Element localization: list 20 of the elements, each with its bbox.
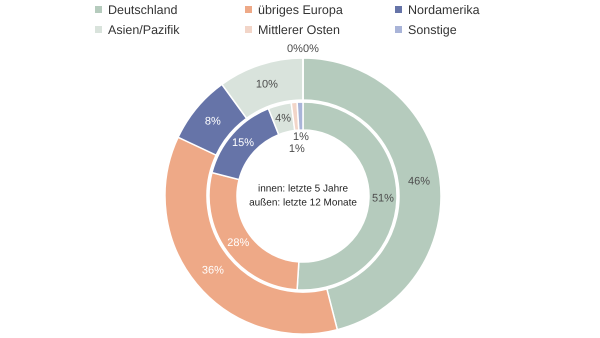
data-label: 10% (256, 78, 278, 91)
legend-label: Asien/Pazifik (108, 23, 180, 37)
legend-label: Mittlerer Osten (258, 23, 340, 37)
legend-label: Deutschland (108, 3, 178, 17)
legend-label: Nordamerika (408, 3, 480, 17)
data-label: 1% (292, 131, 310, 144)
text: 0% (303, 43, 319, 55)
data-label: 1% (288, 143, 305, 156)
data-label: 28% (227, 237, 250, 250)
text: außen: letzte 12 Monate (249, 198, 358, 208)
text: 0% (287, 43, 303, 55)
data-label: 51% (372, 192, 394, 205)
legend-label: Sonstige (408, 23, 457, 37)
data-label: 4% (275, 112, 292, 125)
legend-label: übriges Europa (258, 3, 343, 17)
data-label: 8% (204, 115, 222, 128)
data-label: 36% (202, 264, 224, 277)
data-label: 15% (232, 137, 254, 150)
data-label: 46% (408, 175, 430, 188)
text: innen: letzte 5 Jahre (258, 184, 348, 194)
